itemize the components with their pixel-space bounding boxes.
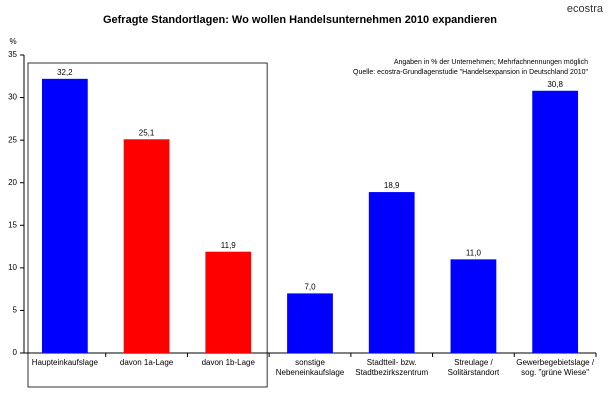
bar	[450, 259, 497, 353]
x-tick-label: sonstige	[295, 358, 325, 367]
x-tick-label: Stadtteil- bzw.	[367, 358, 417, 367]
value-label: 7,0	[304, 283, 316, 292]
x-tick-label: Haupteinkaufslage	[32, 358, 99, 367]
bar	[123, 139, 170, 353]
value-label: 30,8	[547, 80, 563, 89]
x-tick-label: davon 1a-Lage	[120, 358, 174, 367]
x-tick-label: davon 1b-Lage	[202, 358, 256, 367]
bar	[205, 251, 252, 353]
bar	[368, 192, 415, 353]
y-tick-label: 10	[8, 263, 17, 272]
x-tick-label: Streulage /	[454, 358, 493, 367]
value-label: 25,1	[139, 128, 155, 137]
value-label: 11,0	[466, 248, 482, 257]
bar	[532, 90, 579, 353]
bar	[41, 78, 88, 353]
y-tick-label: 0	[13, 348, 18, 357]
value-label: 32,2	[57, 68, 73, 77]
y-axis-label: %	[9, 37, 16, 46]
x-tick-label: Stadtbezirkszentrum	[355, 368, 428, 377]
y-tick-label: 35	[8, 50, 17, 59]
value-label: 11,9	[221, 241, 237, 250]
y-tick-label: 5	[13, 306, 18, 315]
bar	[287, 293, 333, 353]
logo: ecostra	[567, 3, 604, 15]
y-tick-label: 15	[8, 220, 17, 229]
x-tick-label: sog. "grüne Wiese"	[521, 368, 589, 377]
x-tick-label: Gewerbegebietslage /	[516, 358, 595, 367]
value-label: 18,9	[384, 181, 400, 190]
y-tick-label: 30	[8, 93, 17, 102]
x-tick-label: Nebeneinkaufslage	[276, 368, 345, 377]
chart-title: Gefragte Standortlagen: Wo wollen Handel…	[103, 14, 497, 26]
y-tick-label: 20	[8, 178, 17, 187]
x-tick-label: Solitärstandort	[448, 368, 500, 377]
y-tick-label: 25	[8, 135, 17, 144]
annotation: Quelle: ecostra-Grundlagenstudie "Handel…	[353, 69, 588, 76]
annotation: Angaben in % der Unternehmen; Mehrfachne…	[394, 59, 588, 66]
group-box	[27, 62, 268, 388]
